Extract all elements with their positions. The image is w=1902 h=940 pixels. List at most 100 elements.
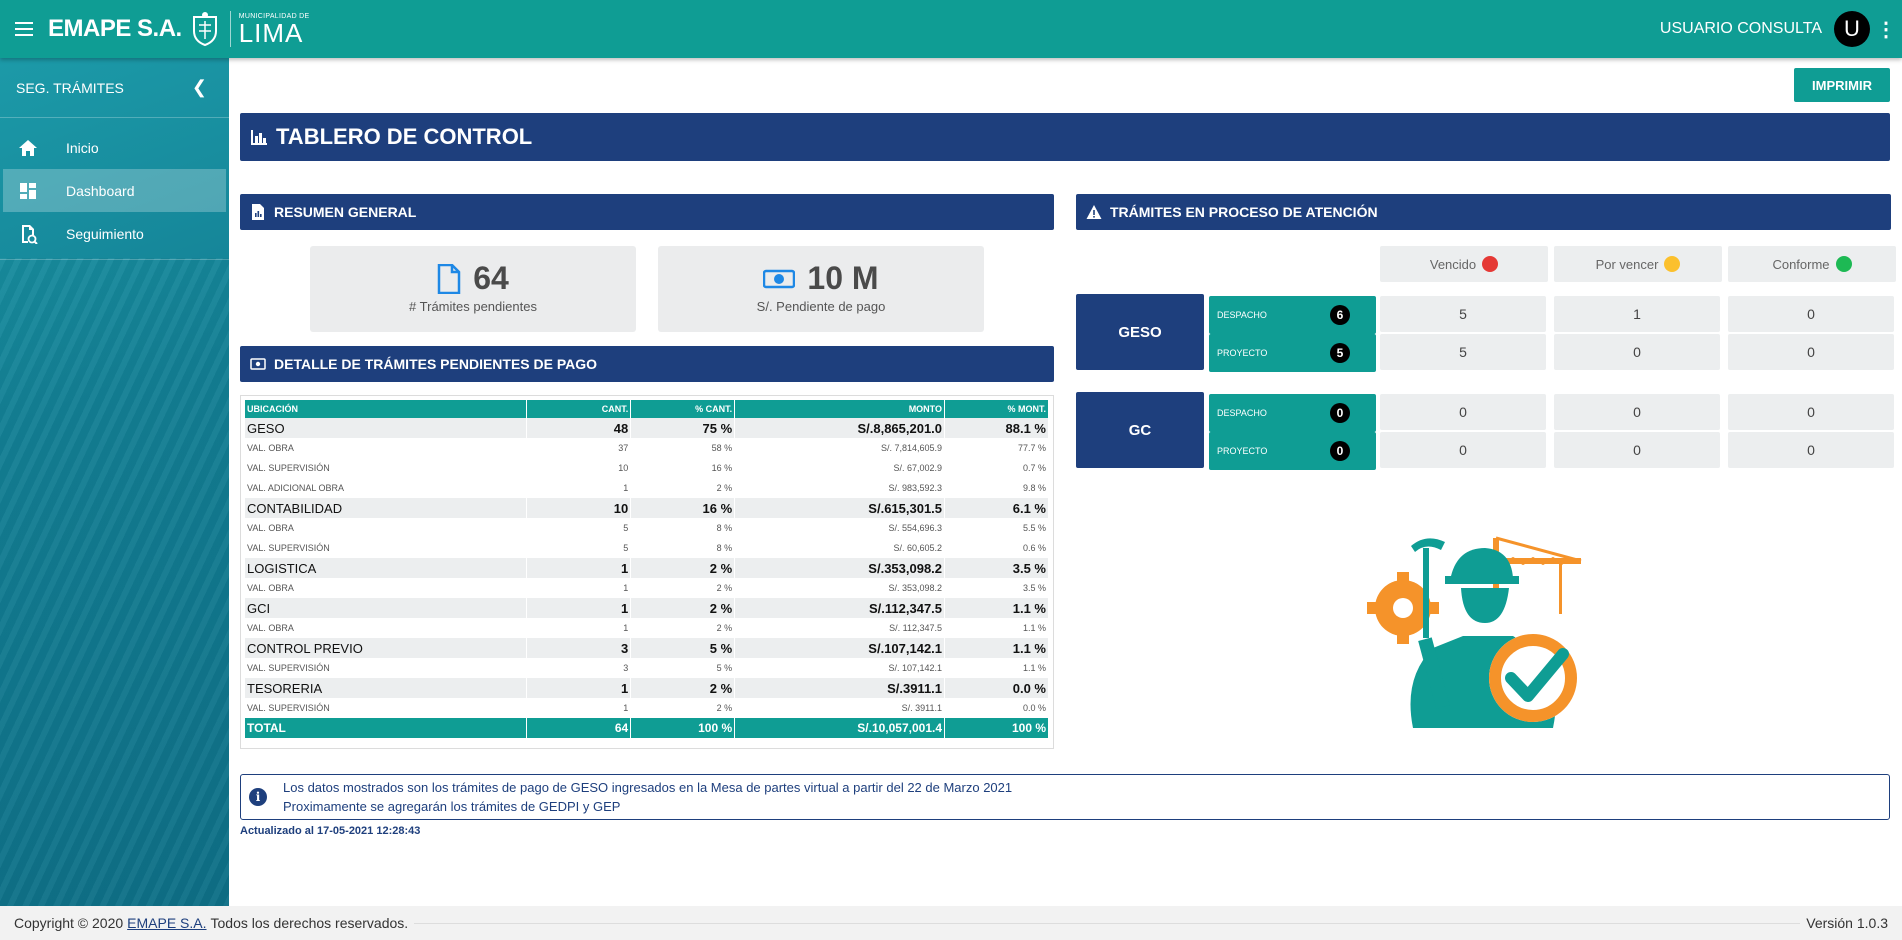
- rights-text: Todos los derechos reservados.: [210, 915, 409, 931]
- user-area: USUARIO CONSULTA U ⋮: [1660, 11, 1902, 47]
- table-cell: VAL. SUPERVISIÓN: [245, 658, 528, 678]
- sidebar-divider: [0, 259, 229, 260]
- table-row: VAL. ADICIONAL OBRA 1 2 % S/. 983,592.3 9.8 …: [245, 478, 1049, 498]
- table-cell: 10: [526, 498, 632, 518]
- table-cell: VAL. OBRA: [245, 438, 528, 458]
- table-cell: 5.5 %: [944, 518, 1049, 538]
- chevron-left-icon[interactable]: ❮: [191, 77, 207, 97]
- table-cell: VAL. OBRA: [245, 578, 528, 598]
- count-badge: 0: [1330, 441, 1350, 461]
- tipo-despacho[interactable]: DESPACHO 6: [1209, 296, 1376, 334]
- crest-icon: [192, 12, 217, 47]
- table-cell: 5: [526, 518, 632, 538]
- unit-geso: GESO: [1076, 294, 1204, 370]
- table-cell: 0.0 %: [944, 678, 1049, 698]
- table-cell: S/.10,057,001.4: [734, 718, 946, 738]
- table-cell: 5 %: [630, 658, 736, 678]
- table-cell: 64: [526, 718, 632, 738]
- stat-card-pendientes: 64 # Trámites pendientes: [310, 246, 636, 332]
- table-cell: S/. 60,605.2: [734, 538, 946, 558]
- avatar[interactable]: U: [1834, 11, 1870, 47]
- home-icon: [19, 139, 37, 156]
- status-count-cell[interactable]: 0: [1554, 334, 1720, 370]
- main-content: IMPRIMIR TABLERO DE CONTROL RESUMEN GENE…: [229, 58, 1902, 906]
- status-count-cell[interactable]: 0: [1554, 432, 1720, 468]
- count-badge: 6: [1330, 305, 1350, 325]
- page-title: TABLERO DE CONTROL: [276, 124, 533, 149]
- status-count-cell[interactable]: 0: [1728, 432, 1894, 468]
- table-row: VAL. OBRA 37 58 % S/. 7,814,605.9 77.7 %: [245, 438, 1049, 458]
- table-cell: 2 %: [630, 578, 736, 598]
- dashboard-icon: [20, 182, 36, 199]
- table-cell: VAL. SUPERVISIÓN: [245, 458, 528, 478]
- table-cell: 5 %: [630, 638, 736, 658]
- sidebar-item-dashboard[interactable]: Dashboard: [3, 169, 226, 212]
- table-cell: 1: [526, 578, 632, 598]
- brand-name: EMAPE S.A.: [48, 15, 182, 42]
- group-row: GESO 48 75 % S/.8,865,201.0 88.1 %: [245, 418, 1049, 438]
- sidebar-item-seguimiento[interactable]: Seguimiento: [0, 212, 229, 255]
- print-button[interactable]: IMPRIMIR: [1794, 68, 1890, 102]
- count-badge: 0: [1330, 403, 1350, 423]
- status-count-cell[interactable]: 0: [1728, 296, 1894, 332]
- table-row: VAL. SUPERVISIÓN 5 8 % S/. 60,605.2 0.6 %: [245, 538, 1049, 558]
- status-count-cell[interactable]: 5: [1380, 296, 1546, 332]
- table-cell: 3: [526, 658, 632, 678]
- table-cell: VAL. ADICIONAL OBRA: [245, 478, 528, 498]
- more-options-icon[interactable]: ⋮: [1876, 18, 1896, 41]
- table-cell: 3: [526, 638, 632, 658]
- tipo-proyecto[interactable]: PROYECTO 0: [1209, 432, 1376, 470]
- table-cell: VAL. SUPERVISIÓN: [245, 538, 528, 558]
- status-count-cell[interactable]: 0: [1728, 394, 1894, 430]
- sidebar-title: SEG. TRÁMITES: [16, 79, 124, 96]
- status-count-cell[interactable]: 0: [1728, 334, 1894, 370]
- legend-label: Conforme: [1772, 256, 1830, 272]
- tipo-despacho[interactable]: DESPACHO 0: [1209, 394, 1376, 432]
- table-cell: S/. 554,696.3: [734, 518, 946, 538]
- tipo-proyecto[interactable]: PROYECTO 5: [1209, 334, 1376, 372]
- stat-label: S/. Pendiente de pago: [756, 299, 886, 314]
- document-chart-icon: [252, 204, 264, 220]
- unit-gc: GC: [1076, 392, 1204, 468]
- table-cell: S/. 112,347.5: [734, 618, 946, 638]
- resumen-panel-header: RESUMEN GENERAL: [240, 194, 1054, 230]
- table-cell: S/. 353,098.2: [734, 578, 946, 598]
- tipo-label: DESPACHO: [1217, 310, 1267, 320]
- hamburger-menu-icon[interactable]: [0, 0, 48, 58]
- table-cell: 1: [526, 478, 632, 498]
- table-row: VAL. OBRA 5 8 % S/. 554,696.3 5.5 %: [245, 518, 1049, 538]
- column-header: MONTO: [734, 400, 946, 418]
- tracking-icon: [22, 224, 38, 244]
- detalle-title: DETALLE DE TRÁMITES PENDIENTES DE PAGO: [274, 356, 598, 372]
- brand-logo[interactable]: EMAPE S.A. MUNICIPALIDAD DE LIMA: [48, 11, 310, 47]
- sidebar-item-inicio[interactable]: Inicio: [0, 126, 229, 169]
- municipality-name: LIMA: [238, 17, 304, 48]
- stat-label: # Trámites pendientes: [409, 299, 537, 314]
- footer-link-emape[interactable]: EMAPE S.A.: [127, 915, 207, 931]
- table-cell: TESORERIA: [245, 678, 528, 698]
- table-cell: 100 %: [630, 718, 736, 738]
- table-cell: 8 %: [630, 518, 736, 538]
- sidebar: SEG. TRÁMITES ❮ Inicio Dashboard Seguimi…: [0, 58, 229, 906]
- stat-card-pago: 10 M S/. Pendiente de pago: [658, 246, 984, 332]
- sidebar-item-label: Seguimiento: [66, 225, 144, 242]
- table-cell: 1: [526, 618, 632, 638]
- brand-divider: [229, 11, 231, 47]
- status-count-cell[interactable]: 0: [1380, 394, 1546, 430]
- info-icon: i: [249, 788, 267, 806]
- table-cell: VAL. SUPERVISIÓN: [245, 698, 528, 718]
- tipo-label: DESPACHO: [1217, 408, 1267, 418]
- warning-icon: [1086, 205, 1102, 219]
- status-count-cell[interactable]: 0: [1554, 394, 1720, 430]
- table-cell: 2 %: [630, 618, 736, 638]
- column-header: CANT.: [526, 400, 632, 418]
- status-count-cell[interactable]: 0: [1380, 432, 1546, 468]
- table-cell: 1.1 %: [944, 658, 1049, 678]
- status-count-cell[interactable]: 5: [1380, 334, 1546, 370]
- info-line-2: Proximamente se agregarán los trámites d…: [283, 799, 621, 814]
- file-icon: [437, 263, 461, 294]
- table-cell: 3.5 %: [944, 578, 1049, 598]
- status-count-cell[interactable]: 1: [1554, 296, 1720, 332]
- table-row: VAL. OBRA 1 2 % S/. 112,347.5 1.1 %: [245, 618, 1049, 638]
- table-row: VAL. SUPERVISIÓN 10 16 % S/. 67,002.9 0.7 %: [245, 458, 1049, 478]
